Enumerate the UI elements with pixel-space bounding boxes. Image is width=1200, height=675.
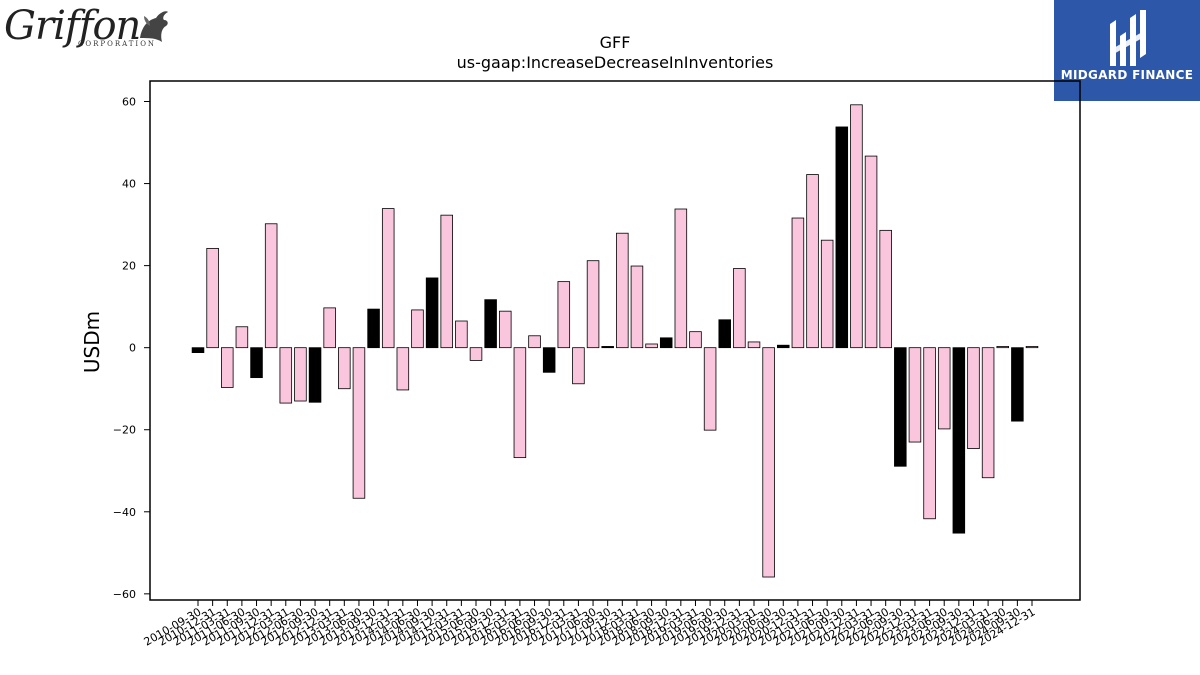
- bar-2014-03-31: [396, 347, 410, 391]
- bar-2021-06-30: [820, 239, 834, 349]
- bar-2024-03-31: [981, 347, 995, 479]
- y-tick-label: 20: [122, 260, 136, 273]
- bar-2024-12-31: [1025, 346, 1039, 349]
- bar-2015-09-30: [484, 299, 497, 349]
- bar-2024-09-30: [1011, 347, 1024, 422]
- bar-2023-03-31: [923, 347, 936, 520]
- bar-2017-09-30: [601, 346, 614, 349]
- bar-2017-12-31: [616, 232, 629, 349]
- bars-group: [191, 104, 1039, 578]
- bar-2018-12-31: [674, 208, 688, 349]
- bar-2021-12-31: [850, 104, 863, 349]
- bar-2020-03-31: [747, 341, 761, 349]
- bar-2019-09-30: [718, 319, 731, 349]
- midgard-logo: MIDGARD FINANCE: [1054, 0, 1200, 101]
- bar-2018-09-30: [659, 337, 673, 349]
- bar-2018-03-31: [630, 265, 644, 349]
- y-tick-label: −60: [113, 588, 136, 601]
- griffin-icon: [140, 11, 168, 42]
- bar-2023-06-30: [937, 347, 951, 430]
- bar-2011-03-31: [221, 347, 234, 388]
- bar-2022-12-31: [908, 347, 922, 443]
- bar-2013-09-30: [367, 308, 380, 349]
- bar-2023-12-31: [967, 347, 980, 450]
- griffon-subtitle: CORPORATION: [78, 40, 157, 48]
- bar-2021-09-30: [835, 126, 849, 349]
- bar-2016-06-30: [528, 335, 541, 349]
- y-tick-label: 40: [122, 178, 136, 191]
- bar-2014-09-30: [425, 277, 439, 349]
- y-tick-label: 60: [122, 96, 136, 109]
- chart-title: GFF: [600, 33, 631, 52]
- bar-2012-06-30: [294, 347, 307, 402]
- y-tick-label: −40: [113, 506, 136, 519]
- midgard-icon: [1110, 10, 1146, 66]
- bar-2020-12-31: [791, 217, 805, 349]
- plot-frame: [149, 80, 1081, 601]
- griffon-logo: Griffon CORPORATION: [4, 4, 174, 48]
- bar-2022-06-30: [879, 229, 892, 349]
- bar-2018-06-30: [645, 343, 658, 349]
- bar-2010-09-30: [191, 347, 205, 353]
- bar-2012-09-30: [308, 347, 322, 403]
- bar-2017-06-30: [586, 260, 600, 349]
- bar-2020-06-30: [762, 347, 775, 578]
- midgard-wordmark: MIDGARD FINANCE: [1060, 68, 1194, 82]
- bar-2019-03-31: [689, 331, 702, 349]
- bar-2017-03-31: [572, 347, 585, 385]
- bar-2024-06-30: [996, 346, 1009, 349]
- x-axis: 2010-09-302010-12-312011-03-312011-06-30…: [142, 600, 1038, 649]
- bar-2013-03-31: [338, 347, 351, 390]
- bar-2016-12-31: [557, 281, 571, 349]
- bar-2010-12-31: [206, 247, 219, 349]
- y-axis: −60 −40 −20 0 20 40 60: [113, 96, 150, 601]
- bar-2012-12-31: [323, 307, 336, 349]
- bar-2011-06-30: [235, 326, 249, 349]
- bar-2016-09-30: [542, 347, 556, 373]
- bar-2014-06-30: [411, 309, 424, 349]
- bar-2016-03-31: [513, 347, 527, 459]
- bar-2020-09-30: [777, 344, 790, 349]
- y-tick-label: 0: [129, 342, 136, 355]
- bar-2013-12-31: [381, 208, 395, 349]
- bar-2011-12-31: [264, 223, 278, 349]
- bar-2022-09-30: [894, 347, 907, 467]
- bar-2019-06-30: [703, 347, 717, 431]
- y-tick-label: −20: [113, 424, 136, 437]
- bar-2022-03-31: [864, 155, 878, 349]
- bar-2021-03-31: [806, 174, 819, 349]
- bar-2015-03-31: [455, 320, 468, 349]
- bar-2015-12-31: [499, 310, 512, 349]
- bar-2019-12-31: [733, 268, 746, 349]
- bar-2012-03-31: [279, 347, 293, 404]
- y-axis-label: USDm: [80, 311, 104, 373]
- chart-subtitle: us-gaap:IncreaseDecreaseInInventories: [457, 53, 774, 72]
- bar-2014-12-31: [440, 214, 453, 349]
- bar-2015-06-30: [469, 347, 483, 361]
- bar-2023-09-30: [952, 347, 966, 534]
- griffon-wordmark: Griffon: [4, 3, 141, 49]
- bar-2011-09-30: [250, 347, 263, 379]
- bar-2013-06-30: [352, 347, 366, 499]
